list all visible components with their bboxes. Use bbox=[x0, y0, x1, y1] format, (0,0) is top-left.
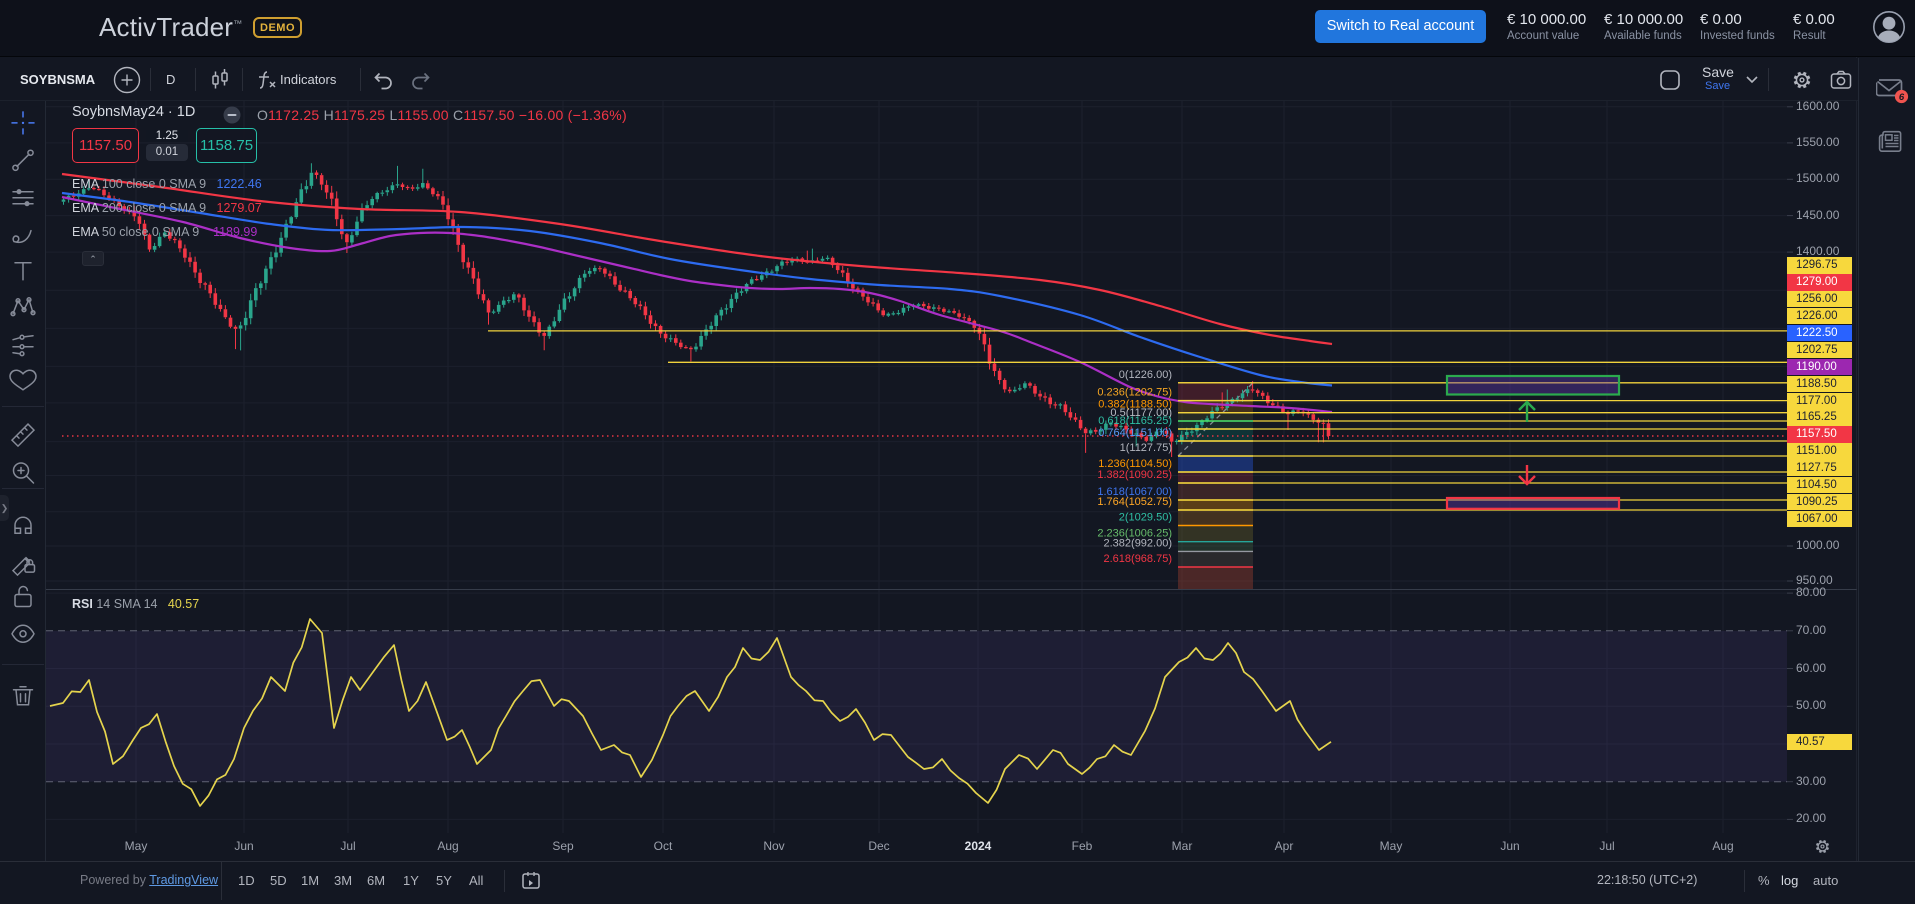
svg-text:1.382(1090.25): 1.382(1090.25) bbox=[1097, 469, 1172, 481]
svg-text:0(1226.00): 0(1226.00) bbox=[1119, 369, 1172, 381]
svg-text:1.618(1067.00): 1.618(1067.00) bbox=[1097, 486, 1172, 498]
svg-text:1.764(1052.75): 1.764(1052.75) bbox=[1097, 496, 1172, 508]
svg-text:0.236(1202.75): 0.236(1202.75) bbox=[1097, 387, 1172, 399]
svg-text:0.5(1177.00): 0.5(1177.00) bbox=[1110, 407, 1172, 419]
svg-text:1(1127.75): 1(1127.75) bbox=[1120, 442, 1172, 454]
svg-text:0.382(1188.50): 0.382(1188.50) bbox=[1098, 399, 1172, 411]
svg-text:2.618(968.75): 2.618(968.75) bbox=[1104, 553, 1173, 565]
svg-text:6: 6 bbox=[1899, 92, 1905, 103]
svg-text:2(1029.50): 2(1029.50) bbox=[1119, 512, 1172, 524]
svg-text:2.382(992.00): 2.382(992.00) bbox=[1104, 537, 1173, 549]
svg-text:0.764(1151.00): 0.764(1151.00) bbox=[1098, 427, 1172, 439]
svg-text:2.236(1006.25): 2.236(1006.25) bbox=[1097, 528, 1172, 540]
svg-text:0.618(1165.25): 0.618(1165.25) bbox=[1098, 415, 1172, 427]
svg-text:1.236(1104.50): 1.236(1104.50) bbox=[1098, 458, 1172, 470]
